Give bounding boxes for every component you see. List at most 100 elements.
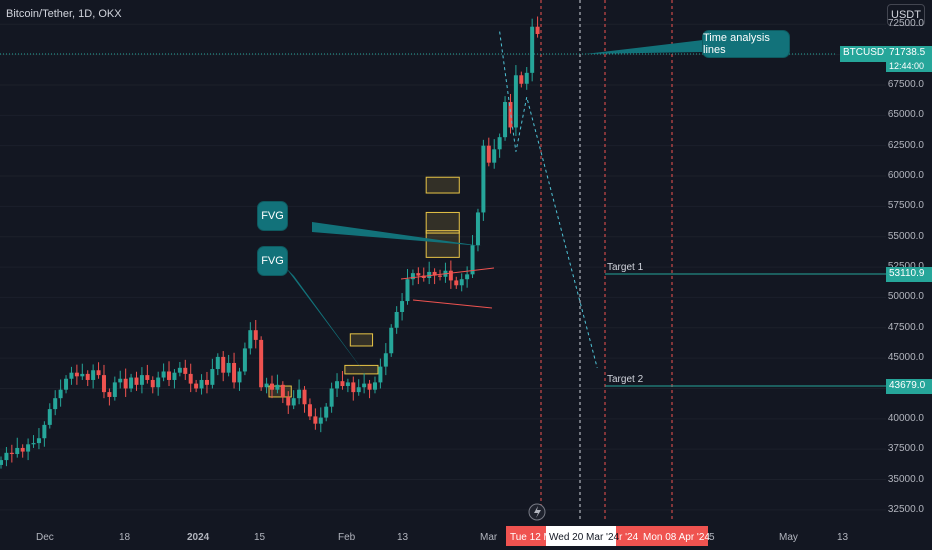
candle-body — [318, 417, 323, 424]
candle-body — [31, 443, 36, 445]
candle-body — [248, 330, 253, 349]
date-tag-4: Mon 08 Apr '24 — [643, 532, 710, 543]
candle-body — [74, 372, 79, 377]
candle-body — [459, 279, 464, 286]
fvg-box — [344, 364, 379, 375]
target1-price-tag: 53110.9 — [886, 267, 932, 282]
candle-body — [259, 339, 264, 388]
target2-label: Target 2 — [607, 374, 644, 385]
candle-body — [513, 75, 518, 128]
price-tick-label: 52500.0 — [888, 261, 924, 272]
candle-body — [400, 301, 405, 312]
candle-body — [101, 375, 106, 393]
candle-body — [497, 137, 502, 150]
countdown-tag: 12:44:00 — [886, 60, 932, 72]
candle-body — [69, 372, 74, 379]
candle-body — [297, 389, 302, 399]
candle-body — [53, 398, 58, 410]
candle-body — [42, 424, 47, 439]
candle-body — [351, 382, 356, 393]
candle-body — [454, 280, 459, 286]
candle-body — [362, 383, 367, 388]
candle-body — [470, 245, 475, 275]
time-tick-label: Feb — [338, 532, 356, 543]
candle-body — [226, 362, 231, 373]
price-tick-label: 47500.0 — [887, 321, 924, 333]
price-tick-label: 67500.0 — [887, 78, 924, 90]
wedge-bottom-line — [412, 299, 493, 309]
candle-body — [0, 460, 3, 465]
candle-body — [508, 101, 513, 128]
time-tick-label: Mar — [480, 532, 498, 543]
candles — [0, 16, 540, 469]
candle-body — [367, 383, 372, 390]
time-tick-label: 15 — [254, 532, 266, 543]
candle-body — [519, 75, 524, 84]
projection-path — [499, 31, 598, 368]
price-tick-label: 60000.0 — [887, 170, 924, 182]
price-tick-label: 72500.0 — [887, 18, 924, 30]
grid-lines — [0, 23, 886, 511]
candle-body — [9, 452, 14, 455]
candle-body — [389, 327, 394, 354]
candle-body — [26, 444, 31, 452]
candle-body — [535, 26, 540, 34]
drawings — [0, 0, 886, 522]
candle-body — [372, 382, 377, 390]
candle-body — [58, 389, 63, 399]
candle-body — [270, 383, 274, 390]
candle-body — [264, 383, 269, 388]
candle-body — [232, 362, 237, 383]
candle-body — [438, 275, 443, 277]
time-tick-label: Dec — [36, 532, 54, 543]
callout-pointer-fvg1 — [312, 222, 482, 246]
candle-body — [237, 371, 242, 383]
date-tag-2: Wed 20 Mar '24 — [549, 532, 620, 543]
callout-pointer-time — [585, 40, 703, 54]
price-tick-label: 62500.0 — [887, 139, 924, 151]
candle-body — [80, 373, 85, 377]
candle-body — [96, 370, 101, 376]
time-tick-label: 13 — [397, 532, 409, 543]
time-tick-label: 13 — [837, 532, 849, 543]
callout-fvg-2: FVG — [257, 246, 288, 276]
candle-body — [123, 378, 128, 389]
time-tick-label: 18 — [119, 532, 131, 543]
candle-body — [145, 375, 150, 380]
candle-body — [47, 409, 52, 425]
date-tag-1: Tue 12 M — [510, 532, 552, 543]
price-tick-label: 32500.0 — [887, 503, 924, 515]
candle-body — [275, 384, 280, 390]
candle-body — [36, 438, 41, 444]
fvg-zones — [268, 176, 460, 398]
target2-price-tag: 43679.0 — [886, 379, 932, 394]
time-tick-label: 2024 — [187, 532, 210, 543]
candle-body — [280, 384, 285, 397]
candle-body — [427, 271, 432, 278]
candle-body — [530, 26, 535, 73]
candle-body — [486, 145, 491, 163]
fvg-box — [425, 176, 460, 194]
candle-body — [129, 377, 134, 389]
callout-fvg-1: FVG — [257, 201, 288, 231]
candle-body — [64, 378, 69, 390]
candle-body — [210, 369, 215, 385]
candle-body — [448, 270, 453, 281]
price-tick-label: 37500.0 — [887, 443, 924, 455]
price-tick-label: 65000.0 — [887, 109, 924, 121]
candle-body — [324, 406, 329, 418]
currency-button[interactable]: USDT — [887, 4, 925, 26]
candle-body — [161, 371, 166, 378]
candle-body — [172, 372, 177, 380]
date-tag-5: 5 — [709, 532, 715, 543]
candle-body — [394, 311, 399, 328]
candle-body — [20, 447, 25, 452]
candle-body — [503, 101, 508, 138]
candle-body — [416, 273, 421, 276]
candle-body — [242, 348, 247, 372]
callout-pointer-fvg2 — [286, 268, 367, 376]
fvg-box — [425, 230, 460, 258]
candle-body — [204, 379, 209, 385]
candle-body — [383, 353, 388, 367]
